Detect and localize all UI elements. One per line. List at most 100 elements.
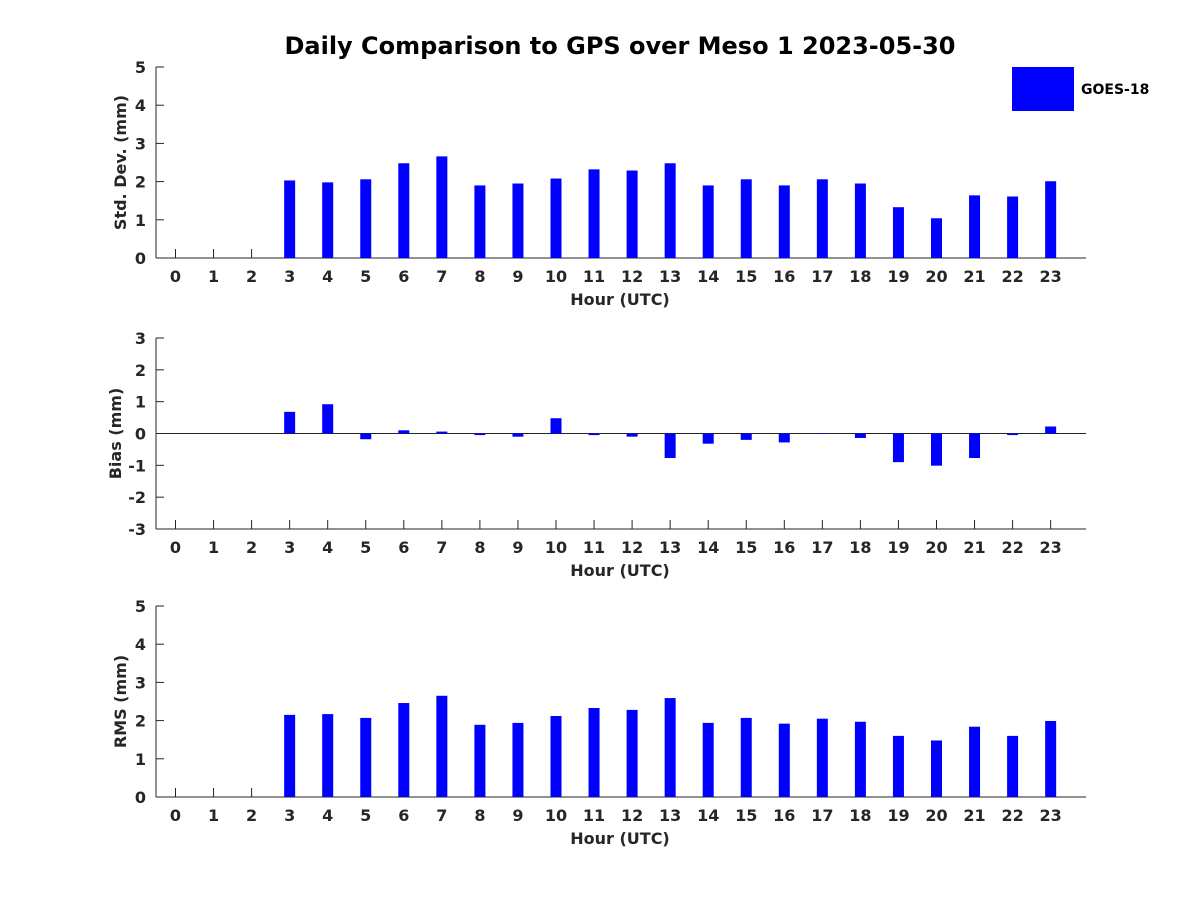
- x-tick-label: 9: [512, 806, 523, 825]
- x-tick-label: 17: [811, 806, 833, 825]
- bar: [931, 218, 942, 258]
- x-tick-label: 8: [474, 267, 485, 286]
- x-tick-label: 21: [963, 267, 985, 286]
- x-tick-label: 23: [1040, 806, 1062, 825]
- x-tick-label: 11: [583, 267, 605, 286]
- x-tick-label: 2: [246, 806, 257, 825]
- bar: [702, 722, 714, 797]
- bar: [778, 433, 790, 443]
- bar: [626, 170, 638, 258]
- bar: [969, 195, 981, 258]
- y-tick-label: -3: [128, 520, 146, 539]
- x-tick-label: 7: [436, 806, 447, 825]
- bar: [436, 156, 448, 258]
- x-tick-label: 11: [583, 806, 605, 825]
- bar: [1045, 720, 1057, 797]
- y-tick-label: 3: [135, 673, 146, 692]
- x-tick-label: 7: [436, 538, 447, 557]
- x-tick-label: 17: [811, 538, 833, 557]
- x-tick-label: 22: [1001, 806, 1023, 825]
- bar: [588, 433, 600, 436]
- x-axis-label: Hour (UTC): [570, 290, 670, 309]
- bar: [398, 163, 410, 258]
- x-tick-label: 2: [246, 267, 257, 286]
- bar: [360, 433, 372, 440]
- x-tick-label: 19: [887, 267, 909, 286]
- bar: [550, 418, 562, 434]
- bar: [892, 735, 904, 797]
- bar: [512, 722, 524, 797]
- x-tick-label: 0: [170, 806, 181, 825]
- x-tick-label: 12: [621, 806, 643, 825]
- x-tick-label: 6: [398, 267, 409, 286]
- x-tick-label: 4: [322, 267, 333, 286]
- bar: [474, 724, 486, 797]
- x-tick-label: 5: [360, 267, 371, 286]
- x-tick-label: 1: [208, 538, 219, 557]
- bar: [360, 179, 372, 258]
- x-tick-label: 21: [963, 538, 985, 557]
- x-tick-label: 7: [436, 267, 447, 286]
- bar: [474, 433, 486, 436]
- x-tick-label: 16: [773, 806, 795, 825]
- bar: [284, 411, 296, 434]
- bar: [322, 404, 334, 434]
- bar: [322, 182, 334, 258]
- y-tick-label: 2: [135, 361, 146, 380]
- x-tick-label: 10: [545, 538, 567, 557]
- x-tick-label: 13: [659, 806, 681, 825]
- bar: [512, 183, 524, 258]
- bar: [854, 433, 866, 438]
- y-tick-label: 1: [135, 211, 146, 230]
- x-axis-label: Hour (UTC): [570, 829, 670, 848]
- bar: [931, 740, 942, 797]
- y-tick-label: 1: [135, 393, 146, 412]
- x-tick-label: 16: [773, 267, 795, 286]
- bar: [702, 433, 714, 444]
- bar: [969, 726, 981, 797]
- y-tick-label: 2: [135, 712, 146, 731]
- legend: GOES-18: [1012, 67, 1149, 111]
- x-tick-label: 11: [583, 538, 605, 557]
- bar: [1007, 196, 1019, 258]
- x-tick-label: 18: [849, 538, 871, 557]
- x-tick-label: 1: [208, 267, 219, 286]
- bar: [436, 431, 448, 434]
- bar: [740, 179, 752, 258]
- x-tick-label: 0: [170, 267, 181, 286]
- bar: [854, 721, 866, 797]
- y-tick-label: 3: [135, 134, 146, 153]
- bar: [816, 718, 828, 797]
- bar: [550, 178, 562, 258]
- x-tick-label: 16: [773, 538, 795, 557]
- bar: [854, 183, 866, 258]
- bar: [778, 723, 790, 797]
- bar: [588, 707, 600, 797]
- x-tick-label: 9: [512, 538, 523, 557]
- x-tick-label: 12: [621, 267, 643, 286]
- bar: [626, 709, 638, 797]
- x-tick-label: 6: [398, 538, 409, 557]
- x-tick-label: 12: [621, 538, 643, 557]
- x-tick-label: 4: [322, 806, 333, 825]
- x-tick-label: 0: [170, 538, 181, 557]
- bar: [360, 717, 372, 797]
- bar: [969, 433, 981, 459]
- bar: [664, 163, 676, 258]
- y-tick-label: -1: [128, 456, 146, 475]
- bar: [664, 433, 676, 459]
- bar: [512, 433, 524, 437]
- bar: [1007, 735, 1019, 797]
- x-tick-label: 21: [963, 806, 985, 825]
- bar: [398, 703, 410, 797]
- x-tick-label: 3: [284, 806, 295, 825]
- x-tick-label: 22: [1001, 267, 1023, 286]
- bar: [702, 185, 714, 258]
- x-tick-label: 14: [697, 267, 719, 286]
- x-tick-label: 18: [849, 806, 871, 825]
- bar: [892, 433, 904, 463]
- x-tick-label: 23: [1040, 267, 1062, 286]
